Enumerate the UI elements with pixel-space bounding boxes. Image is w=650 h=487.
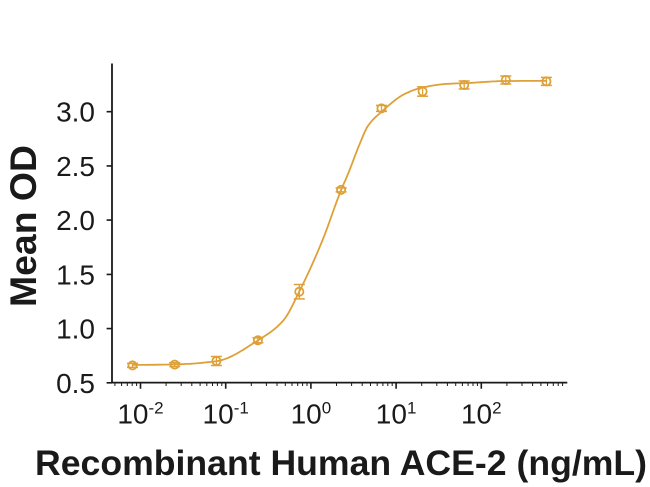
svg-text:1.5: 1.5	[56, 259, 95, 290]
svg-text:2.5: 2.5	[56, 151, 95, 182]
svg-text:0.5: 0.5	[56, 368, 95, 399]
svg-text:3.0: 3.0	[56, 97, 95, 128]
svg-text:Recombinant Human ACE-2 (ng/mL: Recombinant Human ACE-2 (ng/mL)	[35, 444, 647, 483]
svg-text:Mean OD: Mean OD	[2, 145, 44, 307]
svg-text:2.0: 2.0	[56, 205, 95, 236]
svg-text:1.0: 1.0	[56, 314, 95, 345]
